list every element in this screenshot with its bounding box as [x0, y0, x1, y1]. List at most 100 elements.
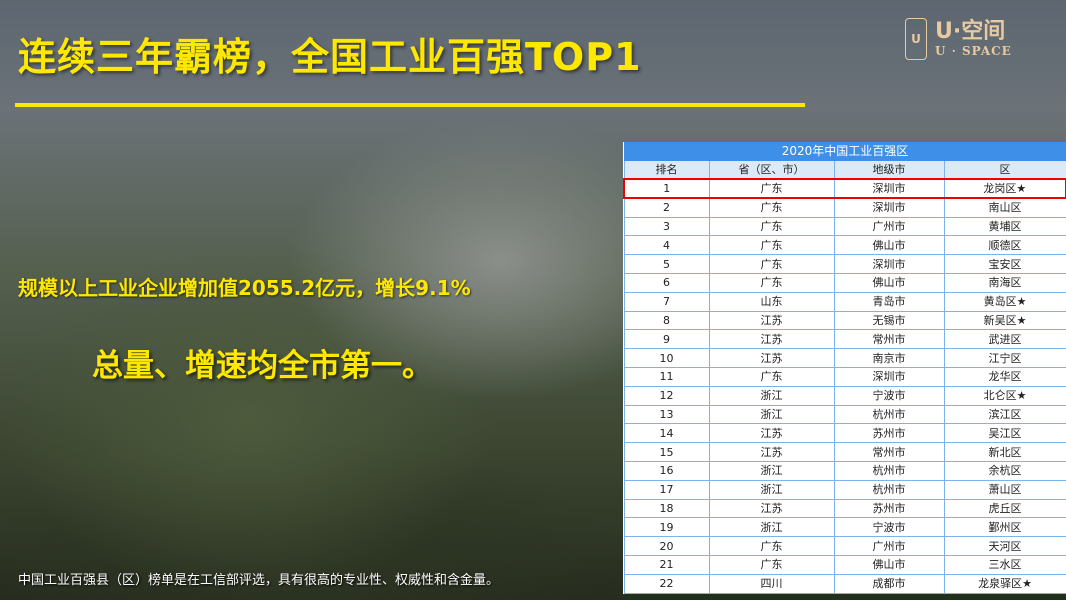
- table-cell: 佛山市: [833, 272, 945, 293]
- table-row: 10 江苏 南京市 江宁区: [623, 348, 1066, 368]
- table-cell: 3: [623, 216, 710, 237]
- table-cell: 山东: [708, 291, 835, 312]
- table-cell: 杭州市: [833, 479, 945, 500]
- column-header: 区: [943, 160, 1066, 180]
- table-row: 6 广东 佛山市 南海区: [623, 272, 1066, 293]
- table-cell: 杭州市: [833, 460, 945, 481]
- table-row: 3 广东 广州市 黄埔区: [623, 216, 1066, 237]
- table-row: 21 广东 佛山市 三水区: [623, 554, 1066, 575]
- table-cell: 广东: [708, 536, 835, 556]
- table-row: 18 江苏 苏州市 虎丘区: [623, 498, 1066, 519]
- table-cell: 1: [623, 178, 710, 200]
- table-cell: 南京市: [833, 348, 945, 368]
- table-cell: 江苏: [708, 442, 835, 462]
- table-cell: 天河区: [943, 536, 1066, 556]
- table-cell: 11: [623, 366, 710, 387]
- page-title: 连续三年霸榜，全国工业百强TOP1: [18, 35, 642, 79]
- logo-en: U · SPACE: [935, 44, 1012, 58]
- table-cell: 黄岛区★: [943, 291, 1066, 312]
- table-cell: 鄞州区: [943, 517, 1066, 538]
- highlight-text: 总量、增速均全市第一。: [92, 348, 433, 384]
- table-row: 14 江苏 苏州市 吴江区: [623, 423, 1066, 444]
- table-row: 13 浙江 杭州市 滨江区: [623, 404, 1066, 425]
- table-cell: 顺德区: [943, 235, 1066, 256]
- table-cell: 广州市: [833, 216, 945, 237]
- table-cell: 16: [623, 460, 710, 481]
- table-cell: 广东: [708, 235, 835, 256]
- table-cell: 宁波市: [833, 385, 945, 406]
- table-cell: 龙岗区★: [943, 178, 1066, 200]
- table-cell: 18: [623, 498, 710, 519]
- table-cell: 杭州市: [833, 404, 945, 425]
- table-row: 2 广东 深圳市 南山区: [623, 197, 1066, 218]
- table-cell: 龙泉驿区★: [943, 573, 1066, 594]
- table-cell: 20: [623, 536, 710, 556]
- table-cell: 四川: [708, 573, 835, 594]
- table-cell: 广东: [708, 254, 835, 274]
- table-cell: 21: [623, 554, 710, 575]
- logo-cn: U·空间: [935, 19, 1006, 44]
- table-cell: 宁波市: [833, 517, 945, 538]
- table-cell: 常州市: [833, 329, 945, 350]
- table-cell: 余杭区: [943, 460, 1066, 481]
- table-cell: 广东: [708, 366, 835, 387]
- table-cell: 19: [623, 517, 710, 538]
- table-row: 1 广东 深圳市 龙岗区★: [623, 178, 1066, 200]
- table-row: 12 浙江 宁波市 北仑区★: [623, 385, 1066, 406]
- table-row: 9 江苏 常州市 武进区: [623, 329, 1066, 350]
- table-cell: 江苏: [708, 348, 835, 368]
- table-cell: 22: [623, 573, 710, 594]
- table-cell: 南海区: [943, 272, 1066, 293]
- logo-mark-icon: U: [905, 18, 927, 60]
- table-row: 15 江苏 常州市 新北区: [623, 442, 1066, 462]
- table-cell: 青岛市: [833, 291, 945, 312]
- table-row: 17 浙江 杭州市 萧山区: [623, 479, 1066, 500]
- column-header: 地级市: [833, 160, 945, 180]
- table-cell: 宝安区: [943, 254, 1066, 274]
- table-row: 4 广东 佛山市 顺德区: [623, 235, 1066, 256]
- column-header: 省（区、市）: [708, 160, 835, 180]
- table-row: 11 广东 深圳市 龙华区: [623, 366, 1066, 387]
- table-cell: 佛山市: [833, 554, 945, 575]
- table-cell: 6: [623, 272, 710, 293]
- table-cell: 深圳市: [833, 178, 945, 200]
- table-cell: 无锡市: [833, 310, 945, 331]
- table-cell: 深圳市: [833, 254, 945, 274]
- table-caption: 2020年中国工业百强区: [623, 142, 1066, 161]
- table-cell: 武进区: [943, 329, 1066, 350]
- table-cell: 浙江: [708, 479, 835, 500]
- table-cell: 浙江: [708, 404, 835, 425]
- table-cell: 深圳市: [833, 197, 945, 218]
- table-row: 7 山东 青岛市 黄岛区★: [623, 291, 1066, 312]
- table-cell: 江苏: [708, 329, 835, 350]
- table-cell: 广东: [708, 178, 835, 200]
- title-underline: [15, 103, 805, 107]
- stat-text: 规模以上工业企业增加值2055.2亿元，增长9.1%: [18, 276, 471, 300]
- table-cell: 9: [623, 329, 710, 350]
- table-cell: 新吴区★: [943, 310, 1066, 331]
- u-space-logo: U U·空间 U · SPACE: [905, 18, 1012, 60]
- table-cell: 江苏: [708, 310, 835, 331]
- table-cell: 南山区: [943, 197, 1066, 218]
- table-cell: 14: [623, 423, 710, 444]
- table-cell: 8: [623, 310, 710, 331]
- table-cell: 常州市: [833, 442, 945, 462]
- table-cell: 虎丘区: [943, 498, 1066, 519]
- table-cell: 广东: [708, 554, 835, 575]
- table-cell: 13: [623, 404, 710, 425]
- table-cell: 5: [623, 254, 710, 274]
- footnote: 中国工业百强县（区）榜单是在工信部评选，具有很高的专业性、权威性和含金量。: [18, 573, 500, 588]
- table-cell: 广东: [708, 216, 835, 237]
- table-cell: 苏州市: [833, 423, 945, 444]
- table-cell: 新北区: [943, 442, 1066, 462]
- table-cell: 4: [623, 235, 710, 256]
- table-cell: 7: [623, 291, 710, 312]
- table-row: 19 浙江 宁波市 鄞州区: [623, 517, 1066, 538]
- table-row: 22 四川 成都市 龙泉驿区★: [623, 573, 1066, 594]
- table-cell: 浙江: [708, 460, 835, 481]
- table-row: 5 广东 深圳市 宝安区: [623, 254, 1066, 274]
- table-cell: 龙华区: [943, 366, 1066, 387]
- table-cell: 10: [623, 348, 710, 368]
- table-cell: 广州市: [833, 536, 945, 556]
- column-header: 排名: [623, 160, 710, 180]
